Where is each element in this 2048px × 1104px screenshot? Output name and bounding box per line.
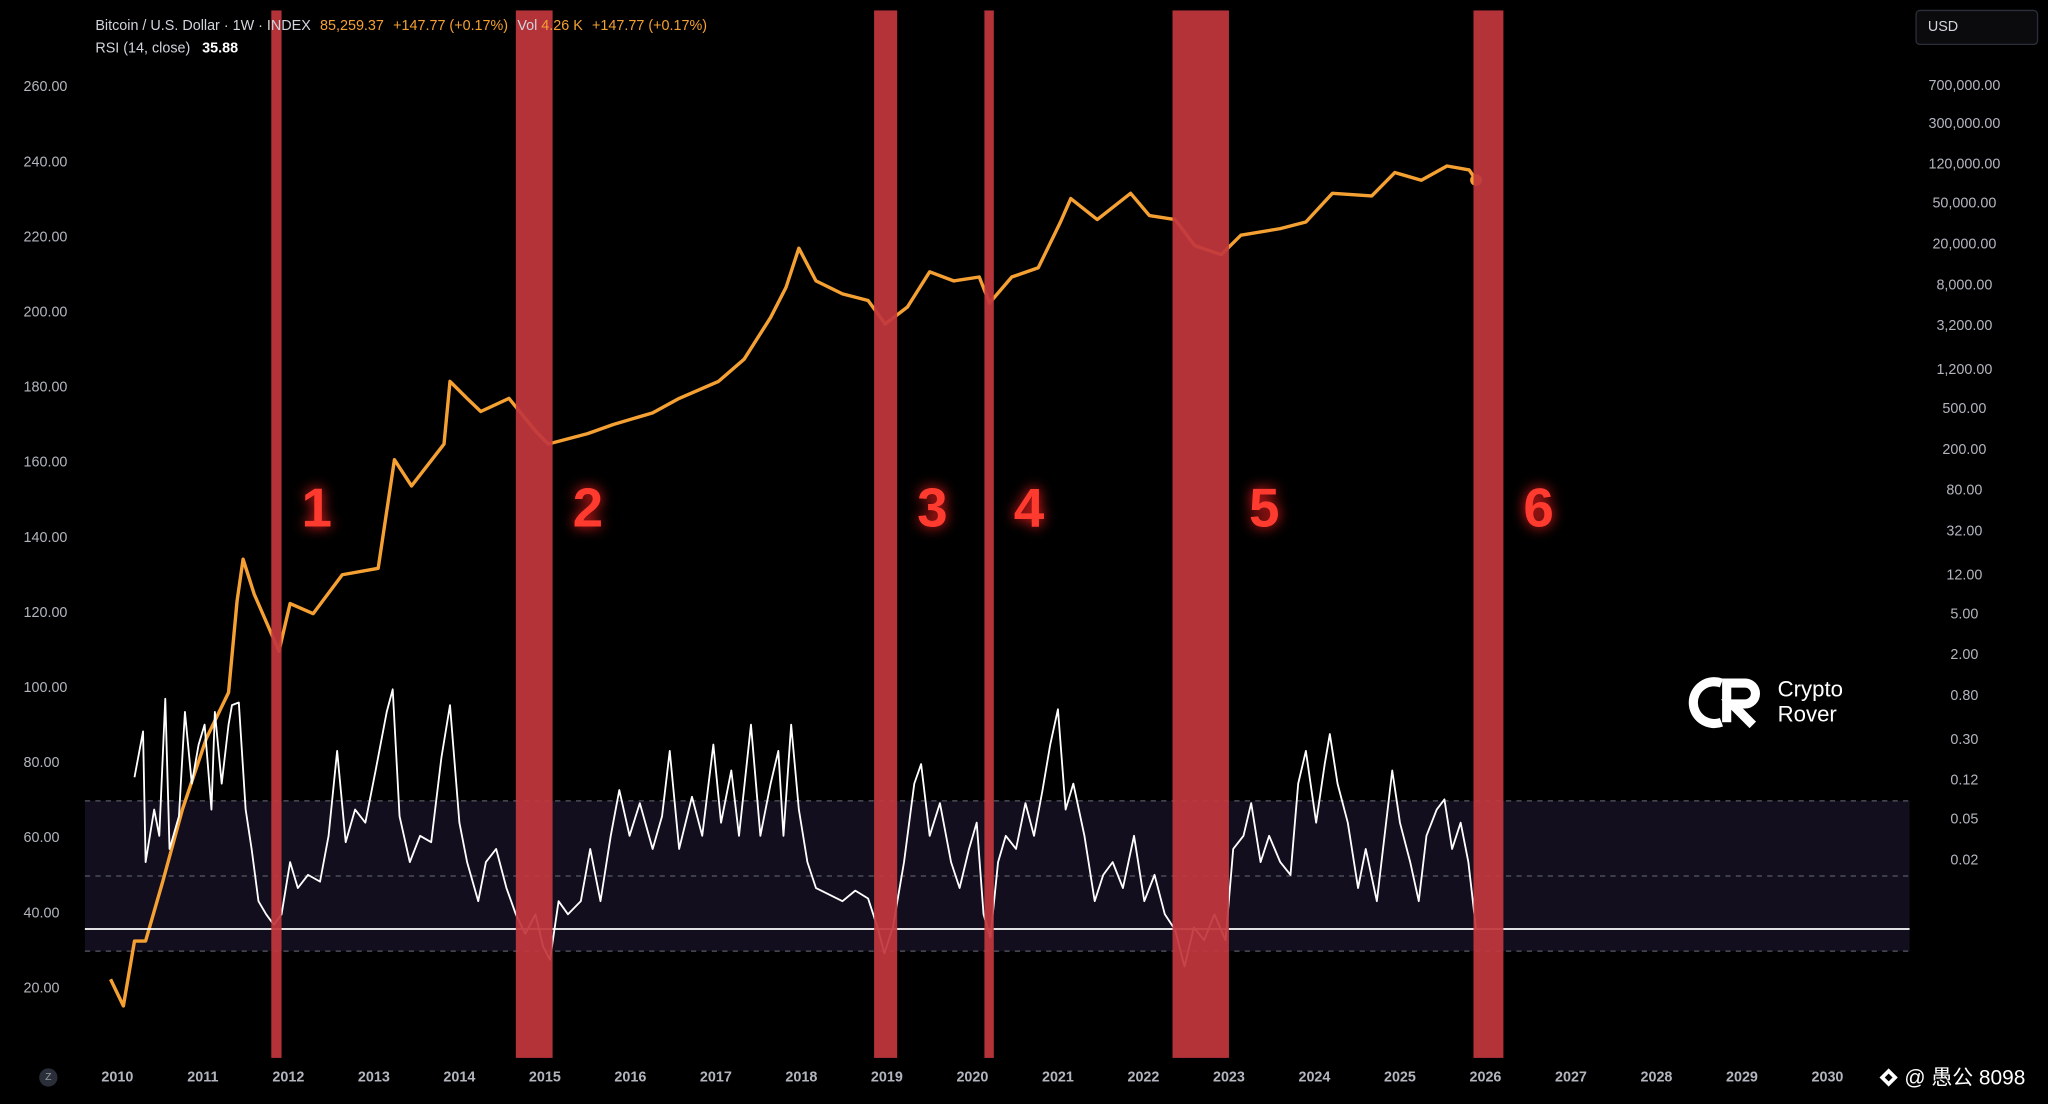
volume: 4.26 K	[541, 18, 583, 34]
y-tick-label: 120.00	[24, 605, 68, 621]
legend-row: Bitcoin / U.S. Dollar · 1W · INDEX 85,25…	[95, 18, 707, 34]
x-tick-label: 2010	[101, 1069, 133, 1085]
x-tick-label: 2028	[1640, 1069, 1672, 1085]
y2-tick-label: 3,200.00	[1936, 318, 1992, 334]
corner-icon-text[interactable]: Z	[45, 1072, 52, 1083]
y2-tick-label: 20,000.00	[1932, 237, 1996, 253]
y2-tick-label: 300,000.00	[1928, 116, 2000, 132]
logo-text: Crypto	[1778, 677, 1843, 702]
y-tick-label: 200.00	[24, 305, 68, 321]
x-tick-label: 2019	[871, 1069, 903, 1085]
y2-tick-label: 2.00	[1950, 647, 1978, 663]
x-tick-label: 2025	[1384, 1069, 1416, 1085]
volume-label: Vol	[517, 18, 537, 34]
x-tick-label: 2018	[785, 1069, 817, 1085]
highlight-band	[515, 10, 553, 1058]
x-tick-label: 2016	[614, 1069, 646, 1085]
band-label: 3	[917, 476, 948, 538]
y2-tick-label: 32.00	[1946, 524, 1982, 540]
indicator-row: RSI (14, close) 35.88	[95, 40, 238, 56]
price: 85,259.37	[320, 18, 384, 34]
y2-tick-label: 0.05	[1950, 812, 1978, 828]
y-tick-label: 80.00	[24, 755, 60, 771]
y2-tick-label: 0.02	[1950, 853, 1978, 869]
y-tick-label: 60.00	[24, 830, 60, 846]
x-tick-label: 2024	[1298, 1069, 1330, 1085]
y-tick-label: 100.00	[24, 680, 68, 696]
logo-r	[1720, 678, 1760, 729]
plot-bands: 1 2 3 4 5 6	[271, 10, 1554, 1058]
band-label: 1	[302, 476, 333, 538]
y2-tick-label: 200.00	[1942, 442, 1986, 458]
x-tick-label: 2011	[187, 1069, 218, 1085]
y2-tick-label: 0.80	[1950, 688, 1978, 704]
x-tick-label: 2022	[1127, 1069, 1159, 1085]
x-tick-label: 2026	[1469, 1069, 1501, 1085]
band-label: 4	[1014, 476, 1045, 538]
symbol: Bitcoin / U.S. Dollar · 1W · INDEX	[95, 18, 311, 34]
x-tick-label: 2030	[1811, 1069, 1843, 1085]
watermark-icon	[1879, 1068, 1898, 1087]
y-tick-label: 160.00	[24, 455, 68, 471]
logo-text: Rover	[1778, 702, 1838, 727]
band-label: 5	[1249, 476, 1280, 538]
y2-tick-label: 12.00	[1946, 567, 1982, 583]
y2-tick-label: 5.00	[1950, 606, 1978, 622]
highlight-band	[874, 10, 898, 1058]
y2-tick-label: 500.00	[1942, 401, 1986, 417]
highlight-band	[271, 10, 282, 1058]
y-tick-label: 260.00	[24, 79, 68, 95]
x-tick-label: 2029	[1726, 1069, 1758, 1085]
y2-tick-label: 8,000.00	[1936, 277, 1992, 293]
y2-tick-label: 0.12	[1950, 773, 1978, 789]
y-tick-label: 180.00	[24, 380, 68, 396]
band-label: 6	[1523, 476, 1554, 538]
y-tick-label: 40.00	[24, 905, 60, 921]
x-tick-label: 2012	[272, 1069, 304, 1085]
price-change: +147.77 (+0.17%)	[393, 18, 508, 34]
y-tick-label: 240.00	[24, 154, 68, 170]
y-tick-label: 20.00	[24, 980, 60, 996]
x-tick-label: 2013	[358, 1069, 390, 1085]
indicator-name: RSI (14, close)	[95, 40, 190, 56]
watermark: @ 愚公 8098	[1904, 1066, 2025, 1089]
highlight-band	[1473, 10, 1504, 1058]
currency-box[interactable]	[1915, 9, 2039, 46]
series-line	[133, 688, 1477, 968]
x-tick-label: 2027	[1555, 1069, 1587, 1085]
y2-tick-label: 0.30	[1950, 732, 1978, 748]
x-tick-label: 2017	[700, 1069, 732, 1085]
indicator-value: 35.88	[202, 40, 238, 56]
x-tick-label: 2014	[443, 1069, 475, 1085]
y-tick-label: 220.00	[24, 229, 68, 245]
y2-tick-label: 50,000.00	[1932, 196, 1996, 212]
logo-c	[1688, 677, 1724, 729]
x-tick-label: 2020	[956, 1069, 988, 1085]
y2-tick-label: 120,000.00	[1928, 157, 2000, 173]
axes: 20.0040.0060.0080.00100.00120.00140.0016…	[24, 78, 2001, 1085]
highlight-band	[984, 10, 994, 1058]
band-label: 2	[573, 476, 604, 538]
y2-tick-label: 1,200.00	[1936, 362, 1992, 378]
x-tick-label: 2015	[529, 1069, 561, 1085]
y-tick-label: 140.00	[24, 530, 68, 546]
logo: Crypto Rover	[1688, 677, 1843, 729]
volume-change: +147.77 (+0.17%)	[592, 18, 707, 34]
x-tick-label: 2023	[1213, 1069, 1245, 1085]
currency[interactable]: USD	[1928, 19, 1958, 35]
corner-icon[interactable]	[39, 1068, 58, 1087]
y2-tick-label: 700,000.00	[1928, 78, 2000, 94]
x-tick-label: 2021	[1042, 1069, 1074, 1085]
highlight-band	[1172, 10, 1229, 1058]
y2-tick-label: 80.00	[1946, 483, 1982, 499]
